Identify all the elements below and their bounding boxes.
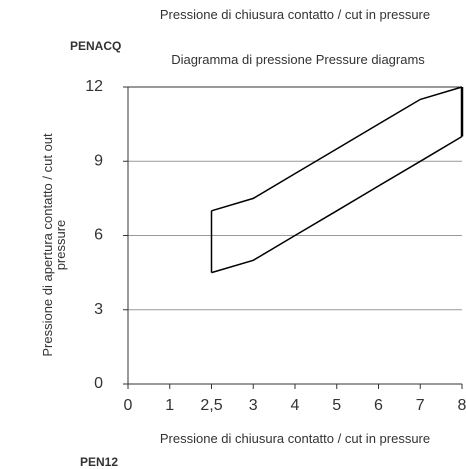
x-tick-label: 7 xyxy=(416,397,425,414)
x-tick-label: 6 xyxy=(374,397,383,414)
annotation: PENACQ xyxy=(70,39,122,53)
series-line xyxy=(211,86,463,212)
x-tick-label: 5 xyxy=(332,397,341,414)
x-tick-label: 3 xyxy=(249,397,258,414)
y-tick-label: 3 xyxy=(94,301,103,318)
chart-title: Pressione di chiusura contatto / cut in … xyxy=(159,7,431,22)
x-tick-label: 8 xyxy=(458,397,466,414)
y-tick-label: 6 xyxy=(94,227,103,244)
x-tick-label: 4 xyxy=(291,397,300,414)
x-tick-label: 0 xyxy=(124,397,133,414)
y-tick-label: 0 xyxy=(94,375,103,392)
y-tick-label: 12 xyxy=(85,78,103,95)
series-line xyxy=(211,135,463,274)
x-tick-label: 2,5 xyxy=(200,397,222,414)
x-tick-label: 1 xyxy=(165,397,174,414)
chart-subtitle: Diagramma di pressione Pressure diagrams xyxy=(171,52,425,67)
x-axis-label: Pressione di chiusura contatto / cut in … xyxy=(159,431,431,446)
y-tick-label: 9 xyxy=(94,152,103,169)
